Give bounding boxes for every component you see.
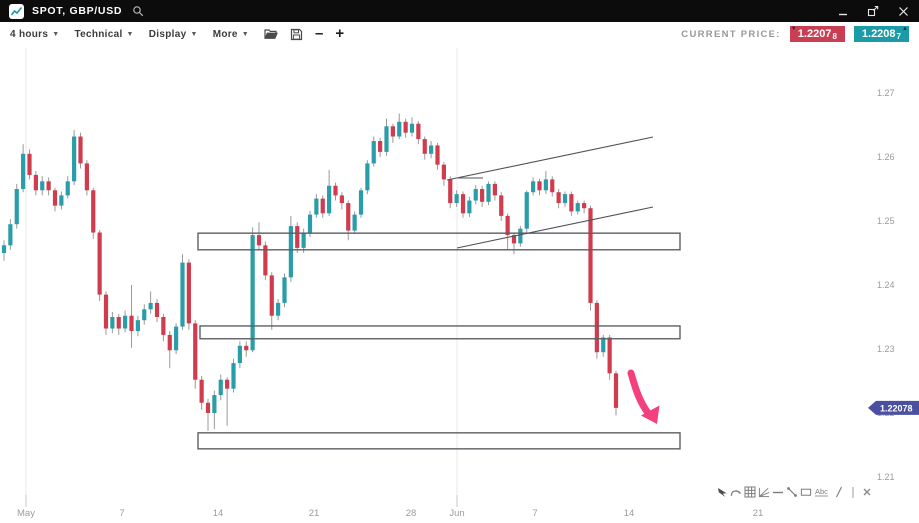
drawing-toolbar: Abc: [716, 485, 873, 499]
last-price-value: 1.22078: [880, 403, 913, 413]
text-tool-button[interactable]: Abc: [814, 485, 831, 499]
time-axis-label: 21: [753, 508, 764, 519]
save-button[interactable]: [290, 28, 303, 41]
title-bar: SPOT, GBP/USD: [0, 0, 919, 22]
bid-price-pip: 8: [832, 32, 837, 41]
chevron-down-icon: ▼: [190, 30, 198, 38]
ask-price-value: 1.2208: [861, 28, 896, 40]
minimize-icon: [839, 13, 847, 16]
bid-price-value: 1.2207: [797, 28, 832, 40]
cursor-tool-button[interactable]: [716, 485, 728, 499]
fan-tool-button[interactable]: [758, 485, 770, 499]
chevron-down-icon: ▼: [126, 30, 134, 38]
sell-arrow-annotation: [627, 369, 652, 417]
tick-up-icon: ▲: [902, 26, 908, 32]
folder-icon: [264, 29, 278, 39]
close-icon: [863, 488, 871, 496]
support-zone-lower: [197, 432, 681, 450]
tick-down-icon: ▼: [790, 26, 797, 32]
ask-price-pip: 7: [896, 32, 901, 41]
zoom-out-button[interactable]: –: [315, 25, 324, 42]
wedge-upper: [446, 136, 654, 181]
rectangle-icon: [800, 488, 812, 496]
current-price-label: CURRENT PRICE:: [681, 28, 781, 40]
window-title: SPOT, GBP/USD: [32, 5, 123, 17]
timeframe-label: 4 hours: [10, 28, 49, 40]
chevron-down-icon: ▼: [52, 30, 60, 38]
save-icon: [290, 28, 303, 40]
trendline-tool-button[interactable]: [786, 485, 798, 499]
trend-line-icon: [787, 487, 797, 497]
resistance-zone-upper: [197, 232, 681, 251]
slash-tool-button[interactable]: [833, 485, 845, 499]
support-zone-middle: [199, 325, 681, 340]
ask-price-badge[interactable]: 1.2208 7 ▲: [853, 26, 909, 42]
bid-price-badge[interactable]: ▼ 1.2207 8: [789, 26, 845, 42]
time-axis-label: 14: [624, 508, 635, 519]
toolbar-divider: [847, 485, 859, 499]
grid-icon: [744, 486, 756, 498]
display-dropdown[interactable]: Display ▼: [149, 29, 198, 40]
display-label: Display: [148, 28, 187, 40]
last-price-badge: [868, 400, 919, 415]
time-axis-label: 7: [532, 508, 537, 519]
popout-icon: [867, 5, 879, 17]
search-icon[interactable]: [132, 5, 144, 17]
more-dropdown[interactable]: More ▼: [213, 29, 249, 40]
technical-dropdown[interactable]: Technical ▼: [74, 29, 133, 40]
chart-area[interactable]: 1.271.261.251.241.231.221.21May7142128Ju…: [0, 46, 919, 523]
zoom-in-button[interactable]: +: [335, 25, 345, 42]
slash-icon: [836, 486, 842, 498]
grid-tool-button[interactable]: [744, 485, 756, 499]
fan-lines-icon: [758, 487, 770, 498]
time-axis-label: 14: [213, 508, 224, 519]
price-axis-label: 1.23: [877, 344, 895, 354]
hline-tool-button[interactable]: [772, 485, 784, 499]
curve-tool-button[interactable]: [730, 485, 742, 499]
svg-text:Abc: Abc: [815, 487, 828, 496]
curved-arrow-icon: [730, 490, 741, 496]
time-axis-label: Jun: [449, 508, 464, 519]
timeframe-dropdown[interactable]: 4 hours ▼: [10, 29, 59, 40]
time-axis-label: 28: [406, 508, 417, 519]
sell-arrow-head: [641, 405, 660, 424]
price-axis-label: 1.25: [877, 216, 895, 226]
main-toolbar: 4 hours ▼ Technical ▼ Display ▼ More ▼: [0, 22, 919, 47]
minimize-button[interactable]: [836, 4, 850, 18]
open-layout-button[interactable]: [264, 28, 278, 40]
time-axis-label: May: [17, 508, 35, 519]
candlestick-chart[interactable]: 1.271.261.251.241.231.221.21May7142128Ju…: [0, 46, 919, 523]
cursor-arrow-icon: [718, 488, 727, 497]
divider-icon: [852, 486, 854, 498]
price-axis-label: 1.21: [877, 472, 895, 482]
price-axis-label: 1.26: [877, 152, 895, 162]
horizontal-line-icon: [773, 491, 783, 494]
price-axis-label: 1.27: [877, 88, 895, 98]
price-axis-label: 1.24: [877, 280, 895, 290]
rectangle-tool-button[interactable]: [800, 485, 812, 499]
more-label: More: [212, 28, 238, 40]
time-axis-label: 21: [309, 508, 320, 519]
close-icon: [898, 6, 908, 16]
wedge-lower: [456, 206, 654, 249]
close-toolbar-button[interactable]: [861, 485, 873, 499]
chevron-down-icon: ▼: [241, 30, 250, 38]
quote-panel: CURRENT PRICE: ▼ 1.2207 8 1.2208 7 ▲: [681, 26, 909, 42]
technical-label: Technical: [74, 28, 123, 40]
chart-line-glyph: [10, 6, 23, 15]
app-logo-icon: [9, 3, 24, 19]
text-tool-icon: Abc: [815, 487, 828, 497]
close-button[interactable]: [896, 4, 910, 18]
time-axis-label: 7: [119, 508, 124, 519]
popout-button[interactable]: [866, 4, 880, 18]
